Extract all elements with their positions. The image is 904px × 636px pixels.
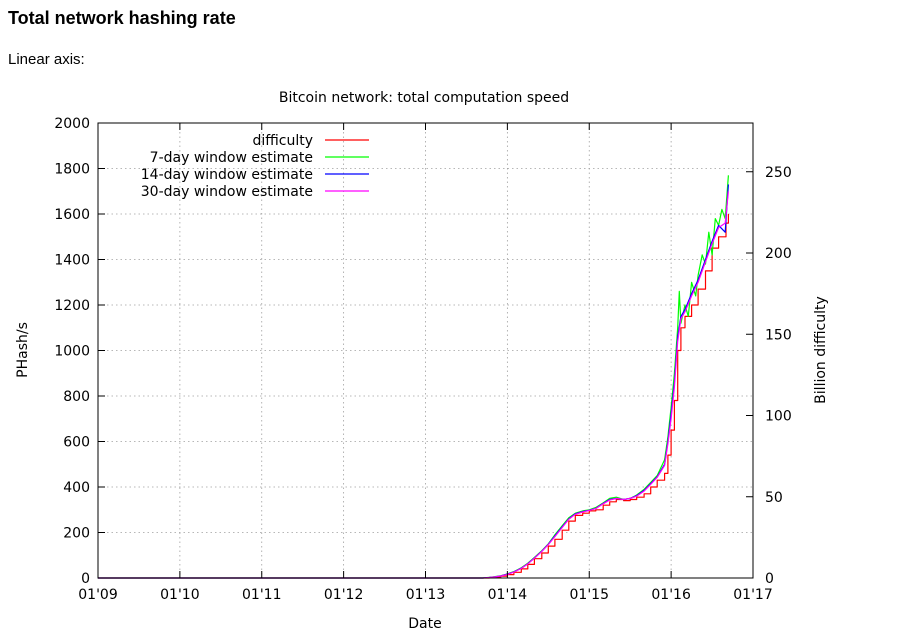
y2-tick-label: 150	[765, 327, 792, 343]
y-tick-label: 600	[63, 435, 90, 451]
x-tick-label: 01'09	[78, 587, 117, 603]
series-lines	[98, 175, 729, 579]
grid-lines	[98, 123, 753, 578]
page-heading: Total network hashing rate	[8, 8, 236, 28]
y-tick-label: 1200	[54, 298, 90, 314]
x-tick-label: 01'13	[406, 587, 445, 603]
series-line-30-day-window-estimate	[98, 191, 729, 579]
x-tick-label: 01'12	[324, 587, 363, 603]
x-tick-label: 01'14	[488, 587, 528, 603]
y2-axis-label: Billion difficulty	[813, 296, 829, 404]
axis-type-note: Linear axis:	[8, 51, 85, 68]
x-tick-label: 01'17	[733, 587, 772, 603]
y-tick-label: 400	[63, 480, 90, 496]
y2-tick-label: 250	[765, 165, 792, 181]
chart-title: Bitcoin network: total computation speed	[279, 90, 569, 106]
x-tick-label: 01'11	[242, 587, 281, 603]
x-axis-label: Date	[408, 616, 441, 632]
y2-tick-label: 200	[765, 246, 792, 262]
y-tick-label: 1400	[54, 253, 90, 269]
legend-label: difficulty	[252, 133, 313, 149]
x-tick-label: 01'15	[570, 587, 609, 603]
y-tick-label: 1000	[54, 344, 90, 360]
series-line-7-day-window-estimate	[98, 175, 729, 579]
x-tick-label: 01'16	[651, 587, 691, 603]
y-tick-label: 200	[63, 526, 90, 542]
y-tick-label: 1800	[54, 162, 90, 178]
axis-ticks	[97, 122, 754, 579]
legend-label: 14-day window estimate	[141, 167, 313, 183]
x-tick-label: 01'10	[160, 587, 199, 603]
legend-label: 30-day window estimate	[141, 184, 313, 200]
y2-tick-label: 0	[765, 571, 774, 587]
y-tick-label: 0	[81, 571, 90, 587]
y2-tick-label: 100	[765, 409, 792, 425]
series-line-14-day-window-estimate	[98, 184, 729, 579]
y2-tick-label: 50	[765, 490, 783, 506]
y-tick-label: 2000	[54, 116, 90, 132]
y-tick-label: 1600	[54, 207, 90, 223]
legend-label: 7-day window estimate	[150, 150, 313, 166]
y-axis-label: PHash/s	[15, 322, 31, 378]
tick-labels: 01'09 01'10 01'11 01'12 01'13 01'14 01'15 01'16…	[54, 116, 791, 603]
y-tick-label: 800	[63, 389, 90, 405]
